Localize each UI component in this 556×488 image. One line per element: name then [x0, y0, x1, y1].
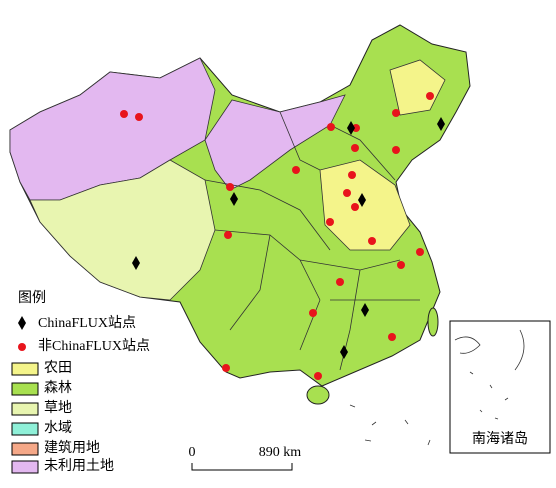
legend-swatch: [11, 442, 39, 456]
legend-swatch: [11, 382, 39, 396]
cropland-region: [389, 59, 446, 116]
inset-frame: [449, 320, 551, 454]
legend-diamond: [18, 316, 26, 330]
legend-swatch: [11, 422, 39, 436]
legend-label: 未利用土地: [44, 458, 114, 474]
legend-label: ChinaFLUX站点: [38, 315, 136, 331]
taiwan: [427, 307, 439, 337]
chinaflux-sites: [132, 117, 445, 359]
non-chinaflux-sites: [120, 92, 434, 380]
legend-label: 农田: [44, 360, 72, 376]
scale-bar: [191, 463, 293, 471]
cropland-region: [319, 159, 411, 251]
legend-label: 水域: [44, 420, 72, 436]
sea-islands: [349, 404, 431, 446]
hainan: [306, 385, 330, 405]
legend-label: 建筑用地: [44, 440, 100, 456]
grassland-region: [29, 159, 216, 301]
inset-label: 南海诸岛: [472, 431, 528, 447]
legend-label: 草地: [44, 400, 72, 416]
legend-label: 非ChinaFLUX站点: [38, 338, 150, 354]
legend-swatch: [11, 402, 39, 416]
scale-start: 0: [189, 445, 196, 460]
province-border: [204, 111, 420, 371]
legend-title: 图例: [18, 290, 46, 306]
legend-swatch: [11, 362, 39, 376]
scale-end: 890 km: [259, 445, 302, 460]
legend-dot: [18, 343, 26, 351]
legend-swatch: [11, 460, 39, 474]
inset-coast: [454, 329, 525, 420]
legend-label: 森林: [44, 380, 72, 396]
unused-land-region: [9, 57, 216, 201]
